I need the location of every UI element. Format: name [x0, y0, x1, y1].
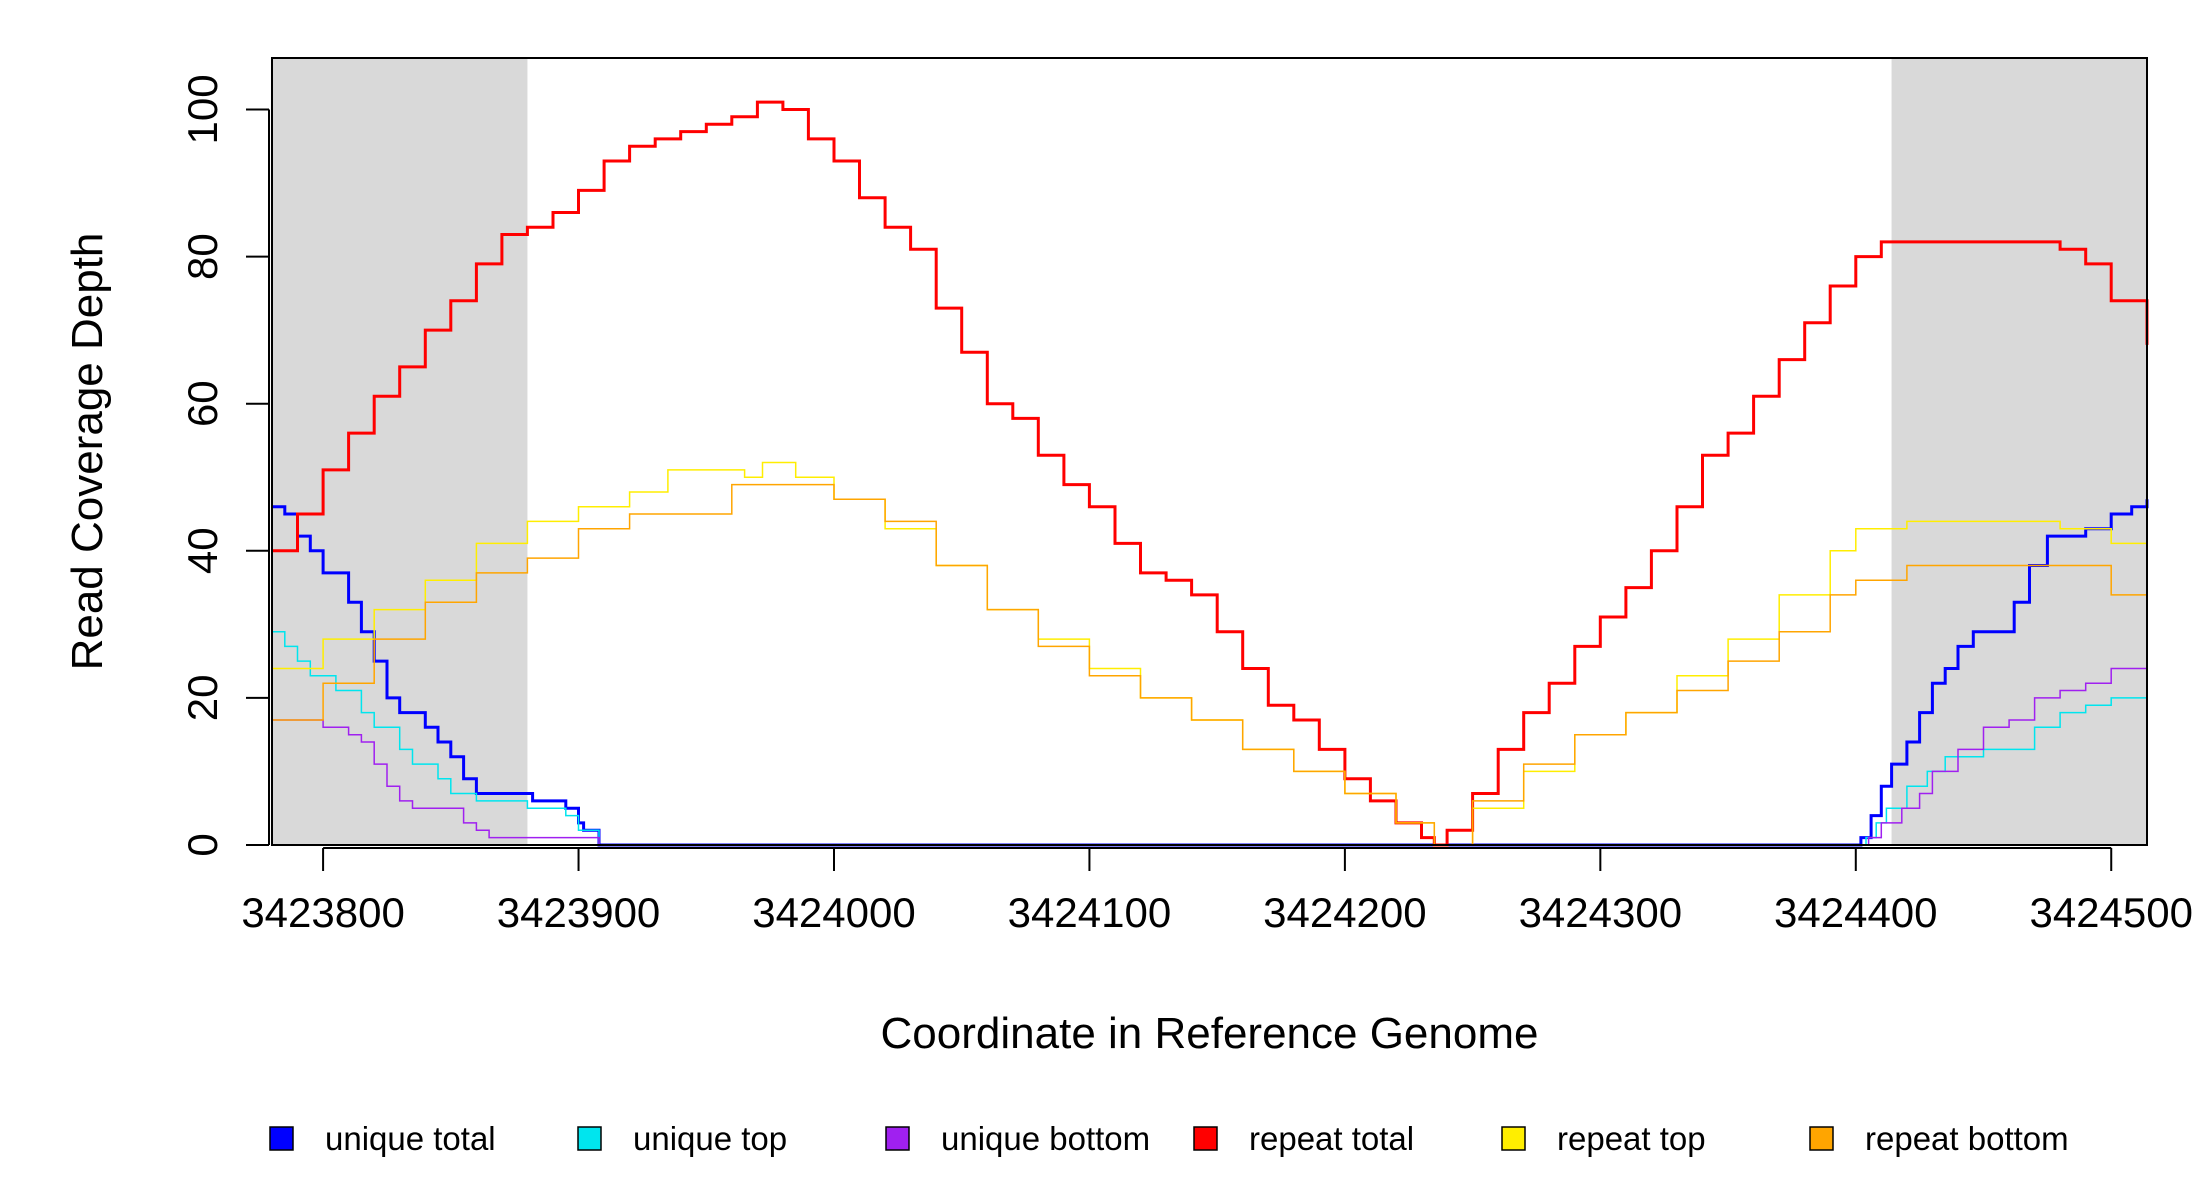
shaded-region-2	[1891, 58, 2147, 845]
x-tick-label: 3424100	[1008, 889, 1172, 936]
series-line-unique-bottom	[272, 653, 2148, 846]
legend-label: repeat top	[1557, 1120, 1706, 1157]
x-tick-label: 3423800	[241, 889, 405, 936]
legend-label: unique top	[633, 1120, 787, 1157]
legend-item-unique-bottom: unique bottom	[885, 1120, 1150, 1157]
plot-frame	[271, 57, 2148, 846]
x-tick-label: 3423900	[497, 889, 661, 936]
x-tick-label: 3424500	[2029, 889, 2193, 936]
legend-swatch	[1501, 1126, 1526, 1151]
legend-swatch	[577, 1126, 602, 1151]
legend-item-unique-top: unique top	[577, 1120, 787, 1157]
legend-label: unique bottom	[941, 1120, 1150, 1157]
y-tick-label: 60	[179, 380, 226, 427]
legend-swatch	[1809, 1126, 1834, 1151]
y-axis: 0 20 40 60 80 100	[179, 74, 270, 857]
legend: unique total unique top unique bottom repea…	[269, 1120, 2069, 1157]
x-tick-label: 3424300	[1519, 889, 1683, 936]
x-axis: 3423800 3423900 3424000 3424100 3424200 34243…	[241, 847, 2193, 936]
series-lines	[272, 100, 2149, 847]
legend-item-repeat-total: repeat total	[1193, 1120, 1414, 1157]
legend-label: repeat total	[1249, 1120, 1414, 1157]
legend-item-unique-total: unique total	[269, 1120, 496, 1157]
y-tick-label: 40	[179, 527, 226, 574]
x-tick-label: 3424200	[1263, 889, 1427, 936]
series-line-repeat-top	[272, 461, 2148, 846]
legend-item-repeat-top: repeat top	[1501, 1120, 1706, 1157]
x-tick-label: 3424400	[1774, 889, 1938, 936]
x-tick-label: 3424000	[752, 889, 916, 936]
legend-swatch	[1193, 1126, 1218, 1151]
x-axis-title: Coordinate in Reference Genome	[881, 1009, 1539, 1058]
legend-label: unique total	[325, 1120, 496, 1157]
y-tick-label: 80	[179, 233, 226, 280]
y-axis-title: Read Coverage Depth	[63, 233, 112, 671]
legend-item-repeat-bottom: repeat bottom	[1809, 1120, 2069, 1157]
series-line-unique-top	[272, 630, 2148, 846]
shaded-regions	[272, 58, 2147, 845]
y-tick-label: 0	[179, 833, 226, 856]
y-tick-label: 100	[179, 74, 226, 144]
legend-swatch	[269, 1126, 294, 1151]
plot-area	[271, 57, 2149, 847]
legend-swatch	[885, 1126, 910, 1151]
series-line-repeat-bottom	[272, 483, 2148, 846]
legend-label: repeat bottom	[1865, 1120, 2069, 1157]
series-line-repeat-total	[272, 100, 2149, 847]
y-tick-label: 20	[179, 675, 226, 722]
series-line-unique-total	[272, 499, 2149, 847]
